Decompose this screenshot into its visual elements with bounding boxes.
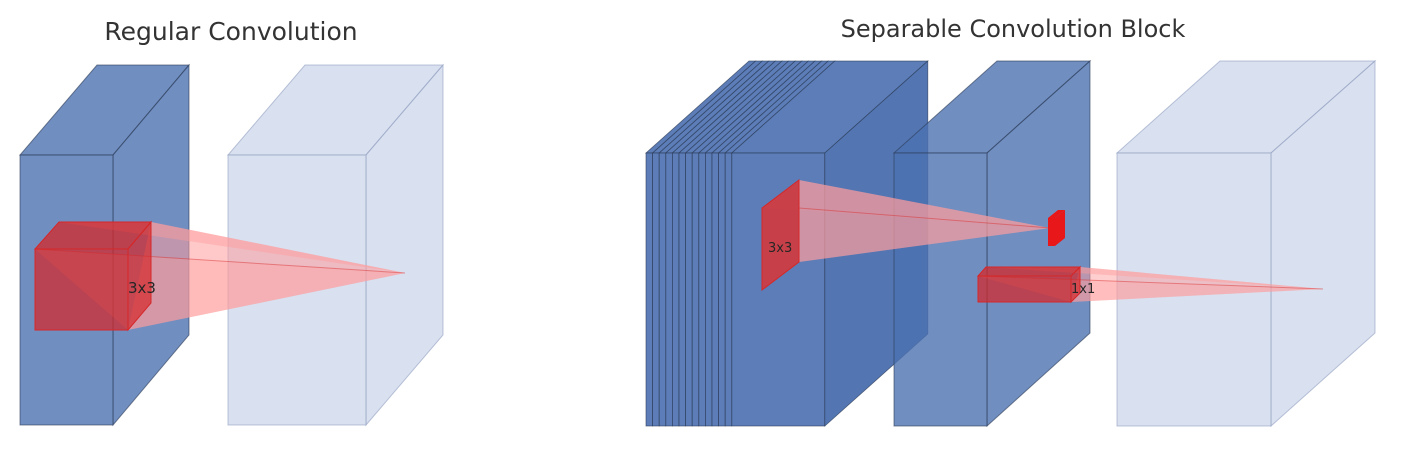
separable-convolution-title: Separable Convolution Block [841,15,1186,43]
regular-kernel-label: 3x3 [128,279,156,297]
depthwise-output-cell [1048,210,1065,246]
regular-output-block [226,63,445,427]
pointwise-kernel-label: 1x1 [1071,282,1095,297]
depthwise-projection-cone [762,180,1051,290]
intermediate-block [892,59,1092,428]
depthwise-kernel-label: 3x3 [768,241,792,256]
regular-kernel-cube [33,220,153,332]
depthwise-kernel-slice [761,178,800,292]
separable-output-block [1115,59,1377,428]
regular-convolution-title: Regular Convolution [104,17,357,46]
pointwise-kernel [976,265,1082,304]
